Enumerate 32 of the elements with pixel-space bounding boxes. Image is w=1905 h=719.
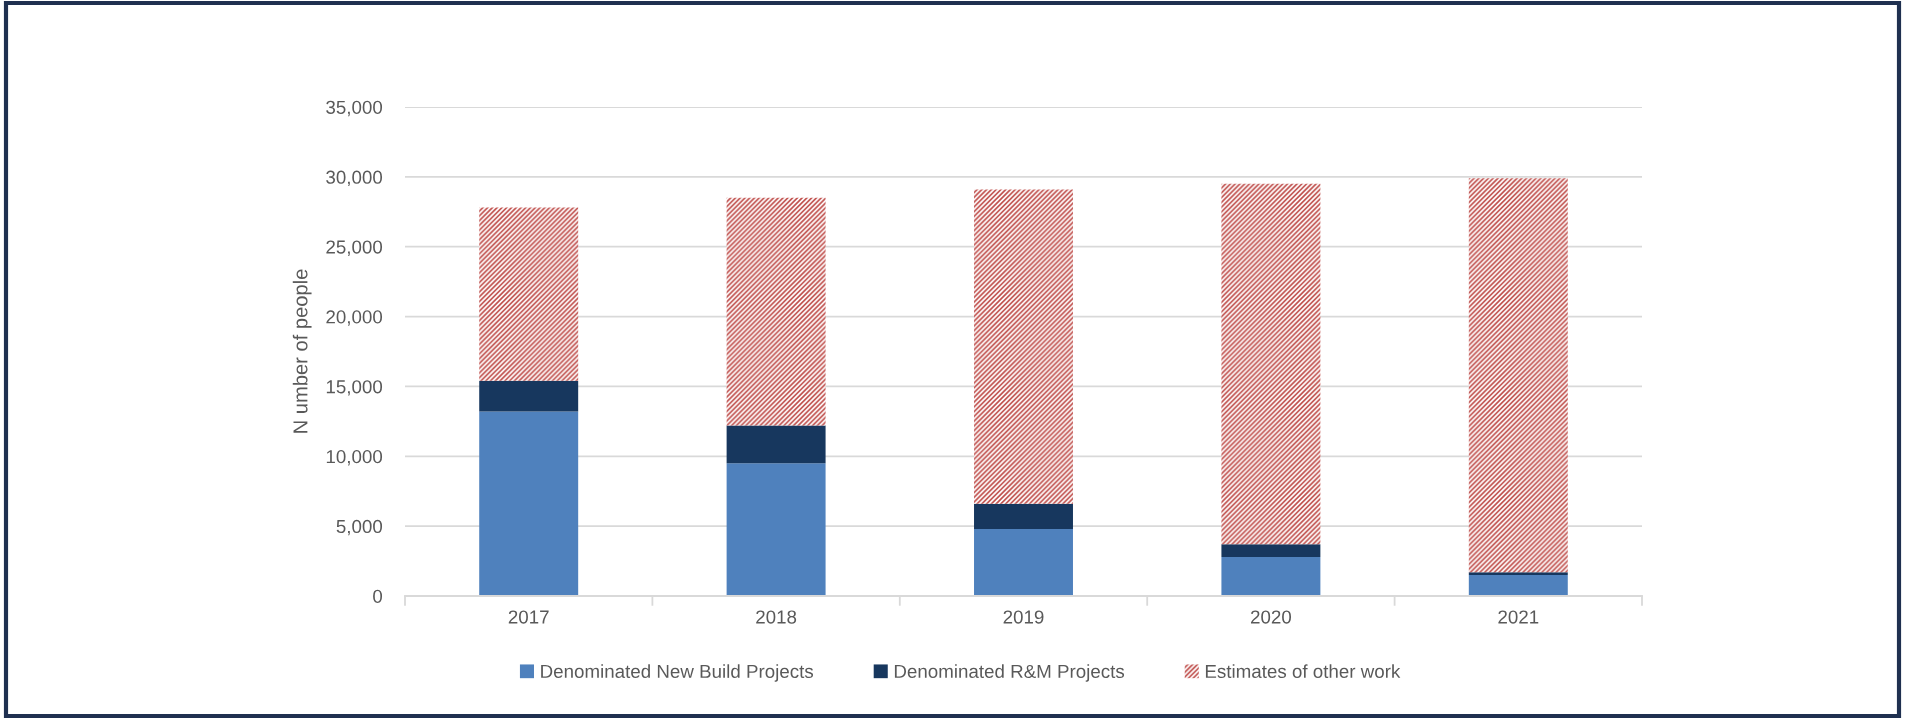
y-tick-label: 30,000 xyxy=(326,170,383,187)
bar xyxy=(974,528,1073,596)
bar xyxy=(974,189,1073,504)
legend-label: Denominated R&M Projects xyxy=(894,664,1125,682)
x-tick-label: 2020 xyxy=(1250,610,1292,624)
bar xyxy=(726,463,826,596)
legend-label: Estimates of other work xyxy=(1205,664,1401,679)
bar xyxy=(1221,544,1321,557)
y-tick-label: 10,000 xyxy=(326,449,383,466)
x-tick-label: 2018 xyxy=(756,610,797,624)
x-tick-label: 2021 xyxy=(1498,610,1539,624)
bar xyxy=(974,503,1073,529)
x-tick-label: 2019 xyxy=(1003,610,1044,624)
y-tick-label: 5,000 xyxy=(336,519,383,536)
y-tick-label: 25,000 xyxy=(326,240,383,256)
bar xyxy=(1468,575,1568,596)
x-tick-label: 2017 xyxy=(508,610,549,624)
bar xyxy=(726,425,826,464)
y-tick-label: 35,000 xyxy=(326,100,383,117)
y-axis-title: N umber of people xyxy=(292,269,312,433)
bar xyxy=(726,197,826,426)
bar xyxy=(1468,178,1568,573)
bar xyxy=(479,380,579,412)
y-tick-label: 20,000 xyxy=(326,310,383,326)
bar xyxy=(1468,572,1568,576)
legend-label: Denominated New Build Projects xyxy=(541,664,814,682)
bar xyxy=(479,411,579,596)
bar xyxy=(479,207,579,381)
bar xyxy=(1221,183,1321,545)
y-tick-label: 0 xyxy=(373,589,383,603)
bar xyxy=(1221,556,1321,596)
y-tick-label: 15,000 xyxy=(326,380,383,396)
